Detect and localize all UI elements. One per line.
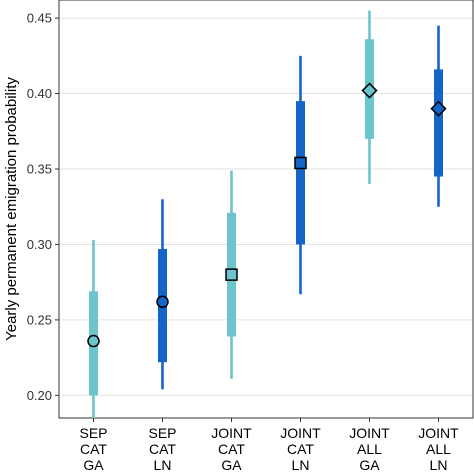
x-tick-label: CAT (287, 441, 314, 457)
y-tick-label: 0.45 (27, 11, 52, 26)
x-tick-label: GA (359, 457, 380, 473)
x-tick-label: ALL (426, 441, 451, 457)
y-tick-label: 0.35 (27, 162, 52, 177)
panel-border (58, 0, 474, 419)
y-tick-label: 0.30 (27, 237, 52, 252)
interval-group (294, 55, 307, 295)
interval-group (87, 239, 100, 418)
x-tick-label: CAT (218, 441, 245, 457)
y-axis-title: Yearly permanent emigration probability (3, 77, 20, 341)
point-estimate (156, 295, 169, 309)
x-tick-label: SEP (79, 425, 107, 441)
point-estimate (361, 82, 378, 99)
x-tick-label: LN (430, 457, 448, 473)
gridlines (60, 17, 472, 396)
x-tick-label: SEP (148, 425, 176, 441)
interval-group (430, 25, 447, 207)
y-tick-label: 0.40 (27, 86, 52, 101)
x-tick-label: LN (154, 457, 172, 473)
x-tick-label: LN (292, 457, 310, 473)
x-tick-label: GA (83, 457, 104, 473)
x-axis: SEPCATGASEPCATLNJOINTCATGAJOINTCATLNJOIN… (79, 418, 459, 473)
point-estimate (294, 156, 307, 170)
x-tick-label: JOINT (280, 425, 321, 441)
point-estimate (430, 100, 447, 117)
y-tick-label: 0.25 (27, 312, 52, 327)
x-tick-label: ALL (357, 441, 382, 457)
x-tick-label: JOINT (418, 425, 459, 441)
point-estimate (225, 268, 238, 281)
x-tick-label: CAT (80, 441, 107, 457)
intervals (87, 10, 447, 418)
inner-interval (296, 101, 305, 245)
y-axis: 0.20 0.25 0.30 0.35 0.40 0.45 (27, 11, 59, 403)
x-tick-label: JOINT (211, 425, 252, 441)
x-tick-label: CAT (149, 441, 176, 457)
y-tick-label: 0.20 (27, 388, 52, 403)
x-tick-label: JOINT (349, 425, 390, 441)
inner-interval (434, 69, 443, 177)
point-estimate (87, 334, 100, 348)
interval-group (156, 199, 169, 390)
interval-group (361, 10, 378, 185)
interval-group (225, 170, 238, 379)
x-tick-label: GA (221, 457, 242, 473)
